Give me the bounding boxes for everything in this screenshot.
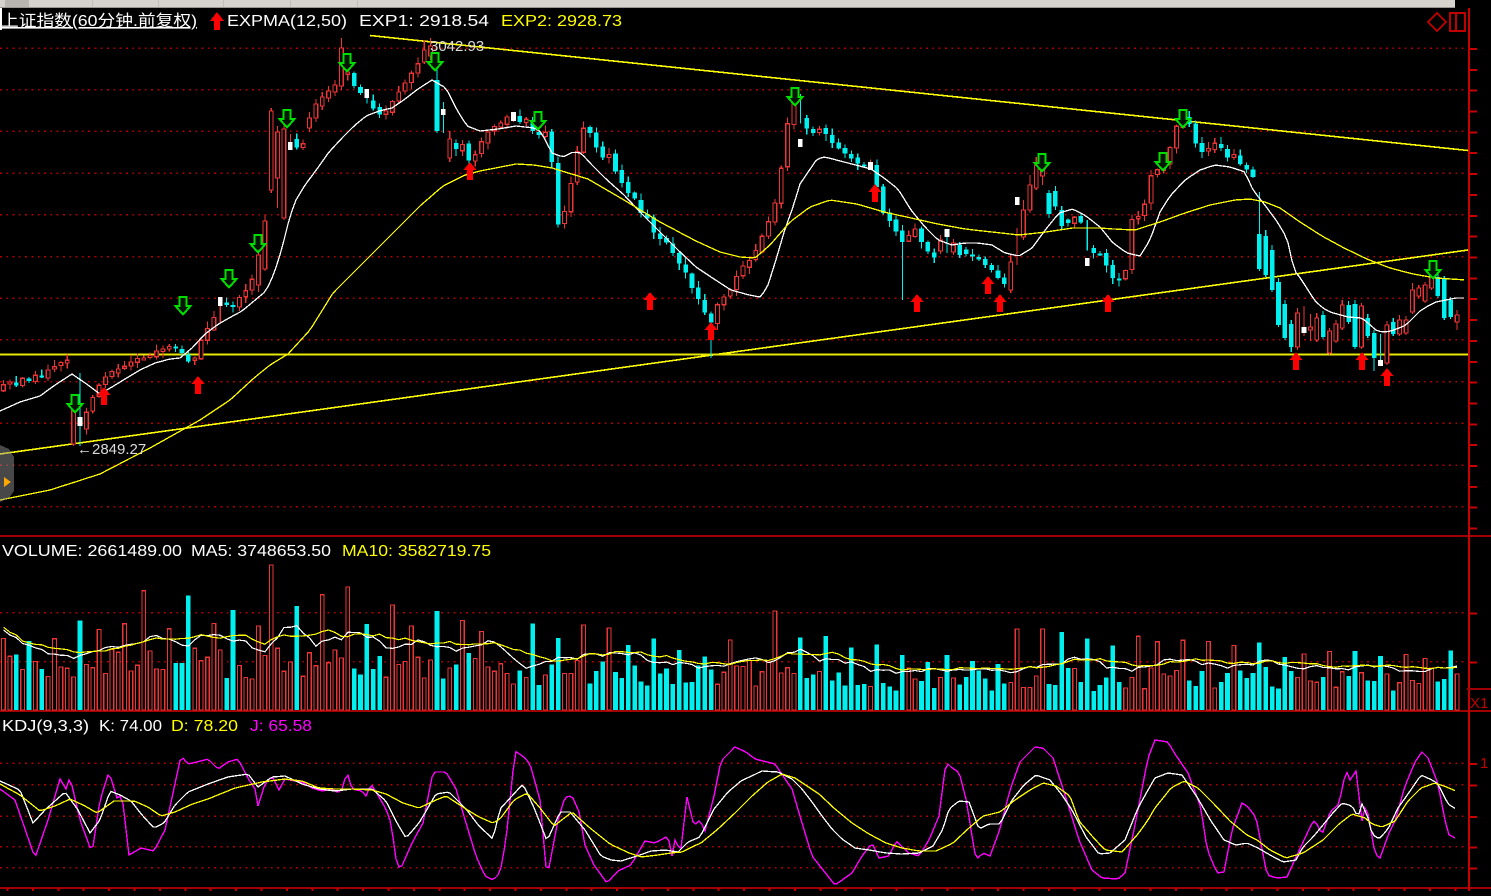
svg-text:←2849.27: ←2849.27: [77, 441, 146, 458]
svg-text:1: 1: [1480, 755, 1488, 772]
svg-text:KDJ(9,3,3): KDJ(9,3,3): [2, 718, 89, 735]
svg-text:EXP2: 2928.73: EXP2: 2928.73: [501, 13, 622, 30]
svg-text:EXP1: 2918.54: EXP1: 2918.54: [359, 13, 489, 30]
svg-text:J: 65.58: J: 65.58: [250, 718, 312, 735]
svg-text:EXPMA(12,50): EXPMA(12,50): [227, 13, 347, 30]
svg-text:VOLUME: 2661489.00: VOLUME: 2661489.00: [2, 543, 182, 560]
svg-text:上证指数(60分钟.前复权): 上证指数(60分钟.前复权): [1, 12, 197, 30]
svg-text:X1: X1: [1470, 695, 1488, 712]
svg-text:K: 74.00: K: 74.00: [99, 718, 162, 735]
svg-text:D: 78.20: D: 78.20: [171, 718, 238, 735]
svg-text:MA10: 3582719.75: MA10: 3582719.75: [342, 543, 491, 560]
svg-text:MA5: 3748653.50: MA5: 3748653.50: [191, 543, 331, 560]
svg-text:3042.93: 3042.93: [430, 38, 484, 55]
